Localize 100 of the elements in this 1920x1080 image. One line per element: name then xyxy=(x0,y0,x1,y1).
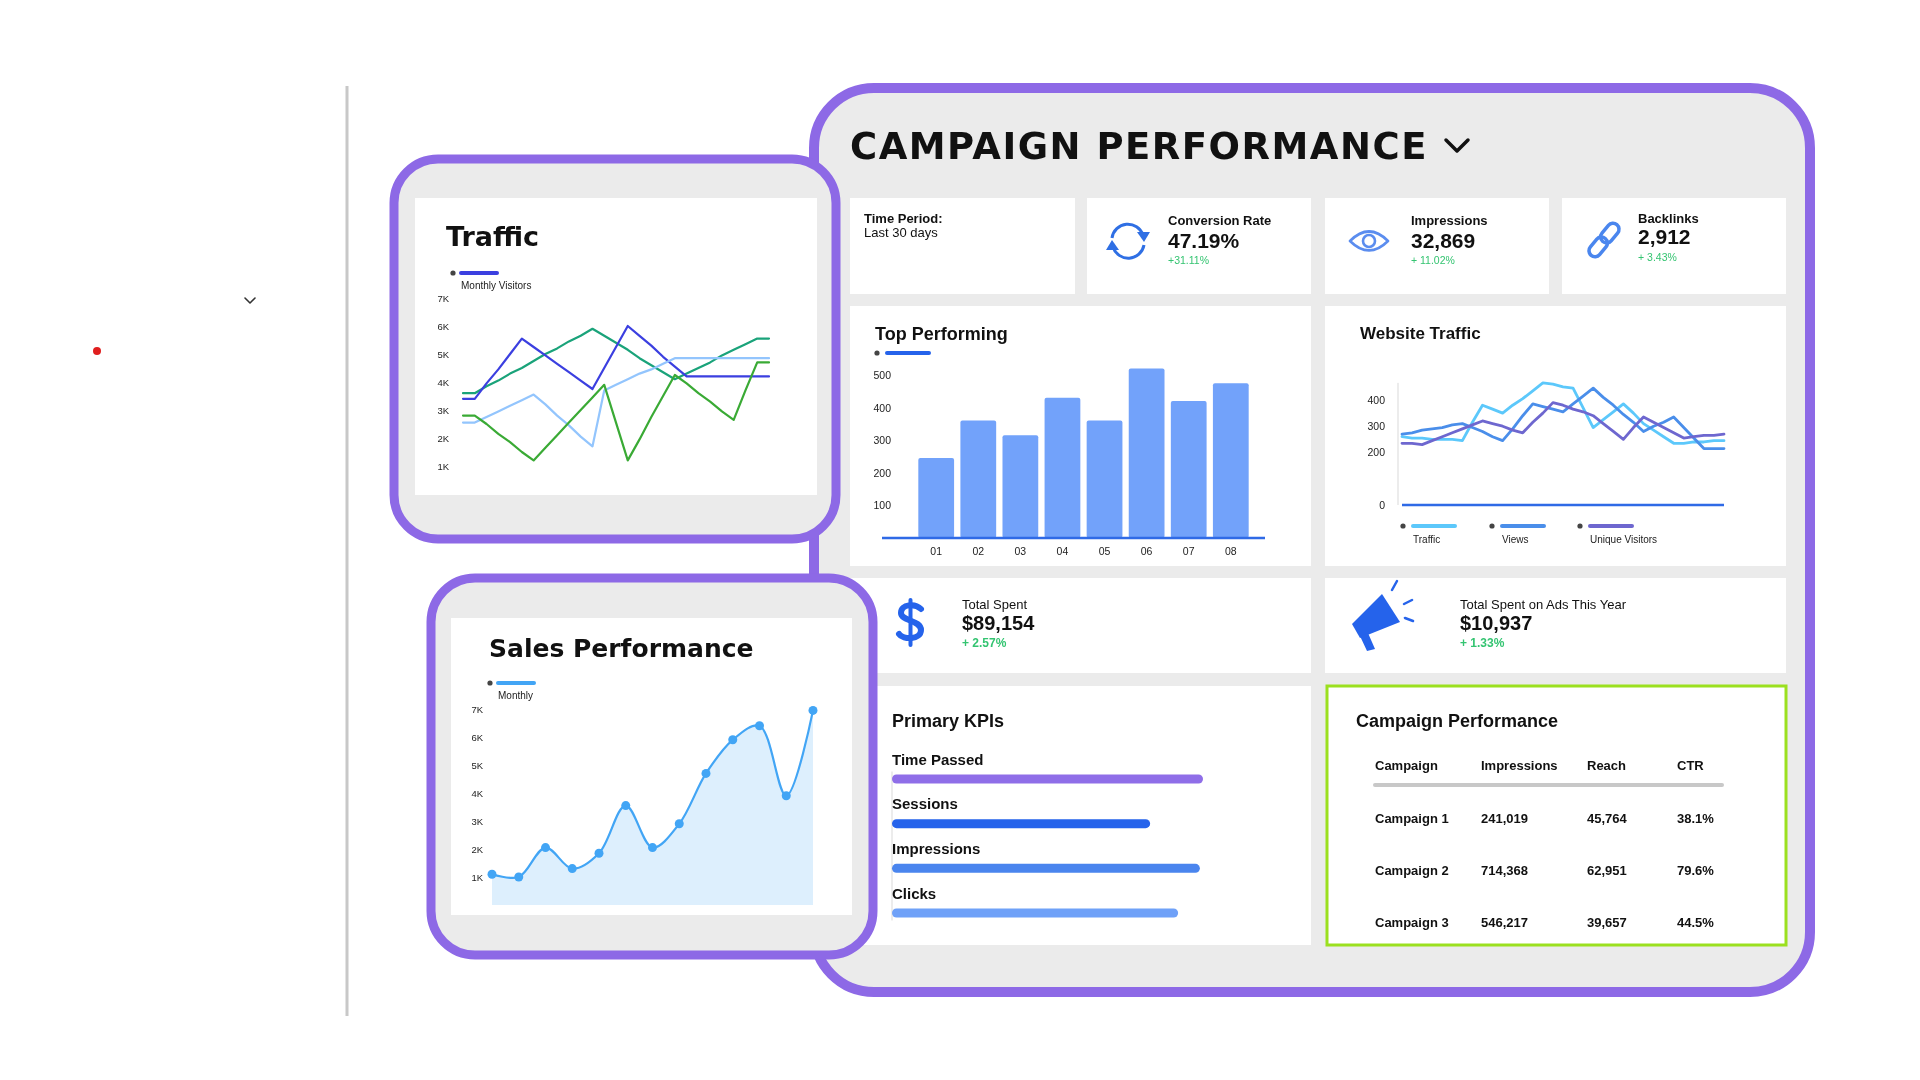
text: Total Spent xyxy=(962,596,1028,612)
text: 32,869 xyxy=(1411,228,1476,252)
text: Impressions xyxy=(1411,212,1488,228)
text: 714,368 xyxy=(1481,862,1528,878)
point xyxy=(594,848,604,858)
category-label: Campaign 3 xyxy=(1375,914,1449,930)
chart-title: Traffic xyxy=(446,221,540,252)
y-tick-label: Time Passed xyxy=(892,750,984,768)
text: 38.1% xyxy=(1677,810,1714,826)
y-tick-label: 200 xyxy=(1367,446,1386,459)
point xyxy=(755,721,764,731)
bar xyxy=(892,774,1203,784)
text: $10,937 xyxy=(1460,612,1533,634)
bar xyxy=(892,863,1200,873)
point xyxy=(781,791,791,801)
chart-title: Top Performing xyxy=(875,324,1008,344)
point xyxy=(487,869,497,879)
y-tick-label: 2K xyxy=(471,843,484,855)
text: Campaign Performance xyxy=(1356,711,1559,731)
line-series xyxy=(461,357,771,448)
text: 546,217 xyxy=(1481,914,1528,930)
point xyxy=(541,843,550,853)
y-tick-label: 1K xyxy=(437,460,450,472)
y-tick-label: 200 xyxy=(873,466,892,479)
y-tick-label: 1K xyxy=(471,871,484,883)
bar xyxy=(1128,368,1165,538)
category-label: Impressions xyxy=(1481,757,1558,773)
text: + 11.02% xyxy=(1411,254,1455,266)
bar xyxy=(1170,401,1207,538)
category-label: Campaign 2 xyxy=(1375,862,1449,878)
text: +31.11% xyxy=(1168,254,1209,266)
text: 47.19% xyxy=(1168,228,1240,252)
bar xyxy=(918,458,955,538)
bar xyxy=(1044,397,1081,538)
y-tick-label: 500 xyxy=(873,369,892,382)
y-tick-label: 100 xyxy=(873,499,892,512)
y-tick-label: 5K xyxy=(471,759,484,771)
text: 241,019 xyxy=(1481,810,1528,826)
y-tick-label: 7K xyxy=(471,703,484,715)
text: + 1.33% xyxy=(1460,636,1505,650)
y-tick-label: Impressions xyxy=(892,839,981,857)
text: + 3.43% xyxy=(1638,251,1677,263)
line-series xyxy=(461,361,771,462)
y-tick-label: 6K xyxy=(471,731,484,743)
category-label: Reach xyxy=(1587,757,1627,773)
x-tick-label: 01 xyxy=(930,545,943,557)
bar xyxy=(1002,435,1039,538)
text: Time Period: xyxy=(864,210,943,226)
point xyxy=(728,735,738,745)
y-tick-label: 3K xyxy=(471,815,484,827)
text: 45,764 xyxy=(1587,810,1627,826)
bar xyxy=(892,908,1179,918)
category-label: Campaign 1 xyxy=(1375,810,1449,826)
chart-title: Website Traffic xyxy=(1360,324,1481,343)
legend-label: Views xyxy=(1502,533,1529,545)
bar xyxy=(892,819,1151,829)
point xyxy=(674,819,684,829)
chart-title: Sales Performance xyxy=(489,634,754,663)
y-tick-label: 4K xyxy=(471,787,484,799)
legend-label: Traffic xyxy=(1413,533,1441,545)
bar xyxy=(1212,383,1249,538)
y-tick-label: Clicks xyxy=(892,884,937,902)
x-tick-label: 08 xyxy=(1224,545,1237,557)
y-tick-label: 0 xyxy=(1379,499,1386,511)
line-series xyxy=(1400,401,1726,447)
x-tick-label: 05 xyxy=(1098,545,1111,557)
bar xyxy=(1086,420,1123,538)
text: CAMPAIGN PERFORMANCE xyxy=(850,125,1428,168)
text: 79.6% xyxy=(1677,862,1714,878)
point xyxy=(648,843,657,853)
y-tick-label: 4K xyxy=(437,376,450,388)
text: 39,657 xyxy=(1587,914,1627,930)
text: Backlinks xyxy=(1638,210,1699,226)
chart-title: Primary KPIs xyxy=(892,711,1005,731)
y-tick-label: Sessions xyxy=(892,795,958,813)
y-tick-label: 300 xyxy=(1367,420,1386,433)
legend-label: Monthly xyxy=(498,689,534,701)
y-tick-label: 2K xyxy=(437,432,450,444)
x-tick-label: 07 xyxy=(1182,545,1195,557)
legend-label: Monthly Visitors xyxy=(461,279,532,291)
y-tick-label: 5K xyxy=(437,348,450,360)
text: Total Spent on Ads This Year xyxy=(1460,596,1627,612)
text: 62,951 xyxy=(1587,862,1627,878)
point xyxy=(621,801,631,811)
y-tick-label: 6K xyxy=(437,320,450,332)
text: 44.5% xyxy=(1677,914,1714,930)
x-tick-label: 04 xyxy=(1056,545,1069,557)
y-tick-label: 400 xyxy=(1367,393,1386,406)
x-tick-label: 03 xyxy=(1014,545,1027,557)
y-tick-label: 7K xyxy=(437,292,450,304)
y-tick-label: 400 xyxy=(873,401,892,414)
text: Conversion Rate xyxy=(1168,212,1272,228)
text: Last 30 days xyxy=(864,224,939,240)
y-tick-label: 300 xyxy=(873,434,892,447)
y-tick-label: 3K xyxy=(437,404,450,416)
point xyxy=(808,705,818,715)
point xyxy=(514,872,524,882)
point xyxy=(701,768,711,778)
text: $89,154 xyxy=(962,612,1036,634)
text: 2,912 xyxy=(1638,224,1691,248)
